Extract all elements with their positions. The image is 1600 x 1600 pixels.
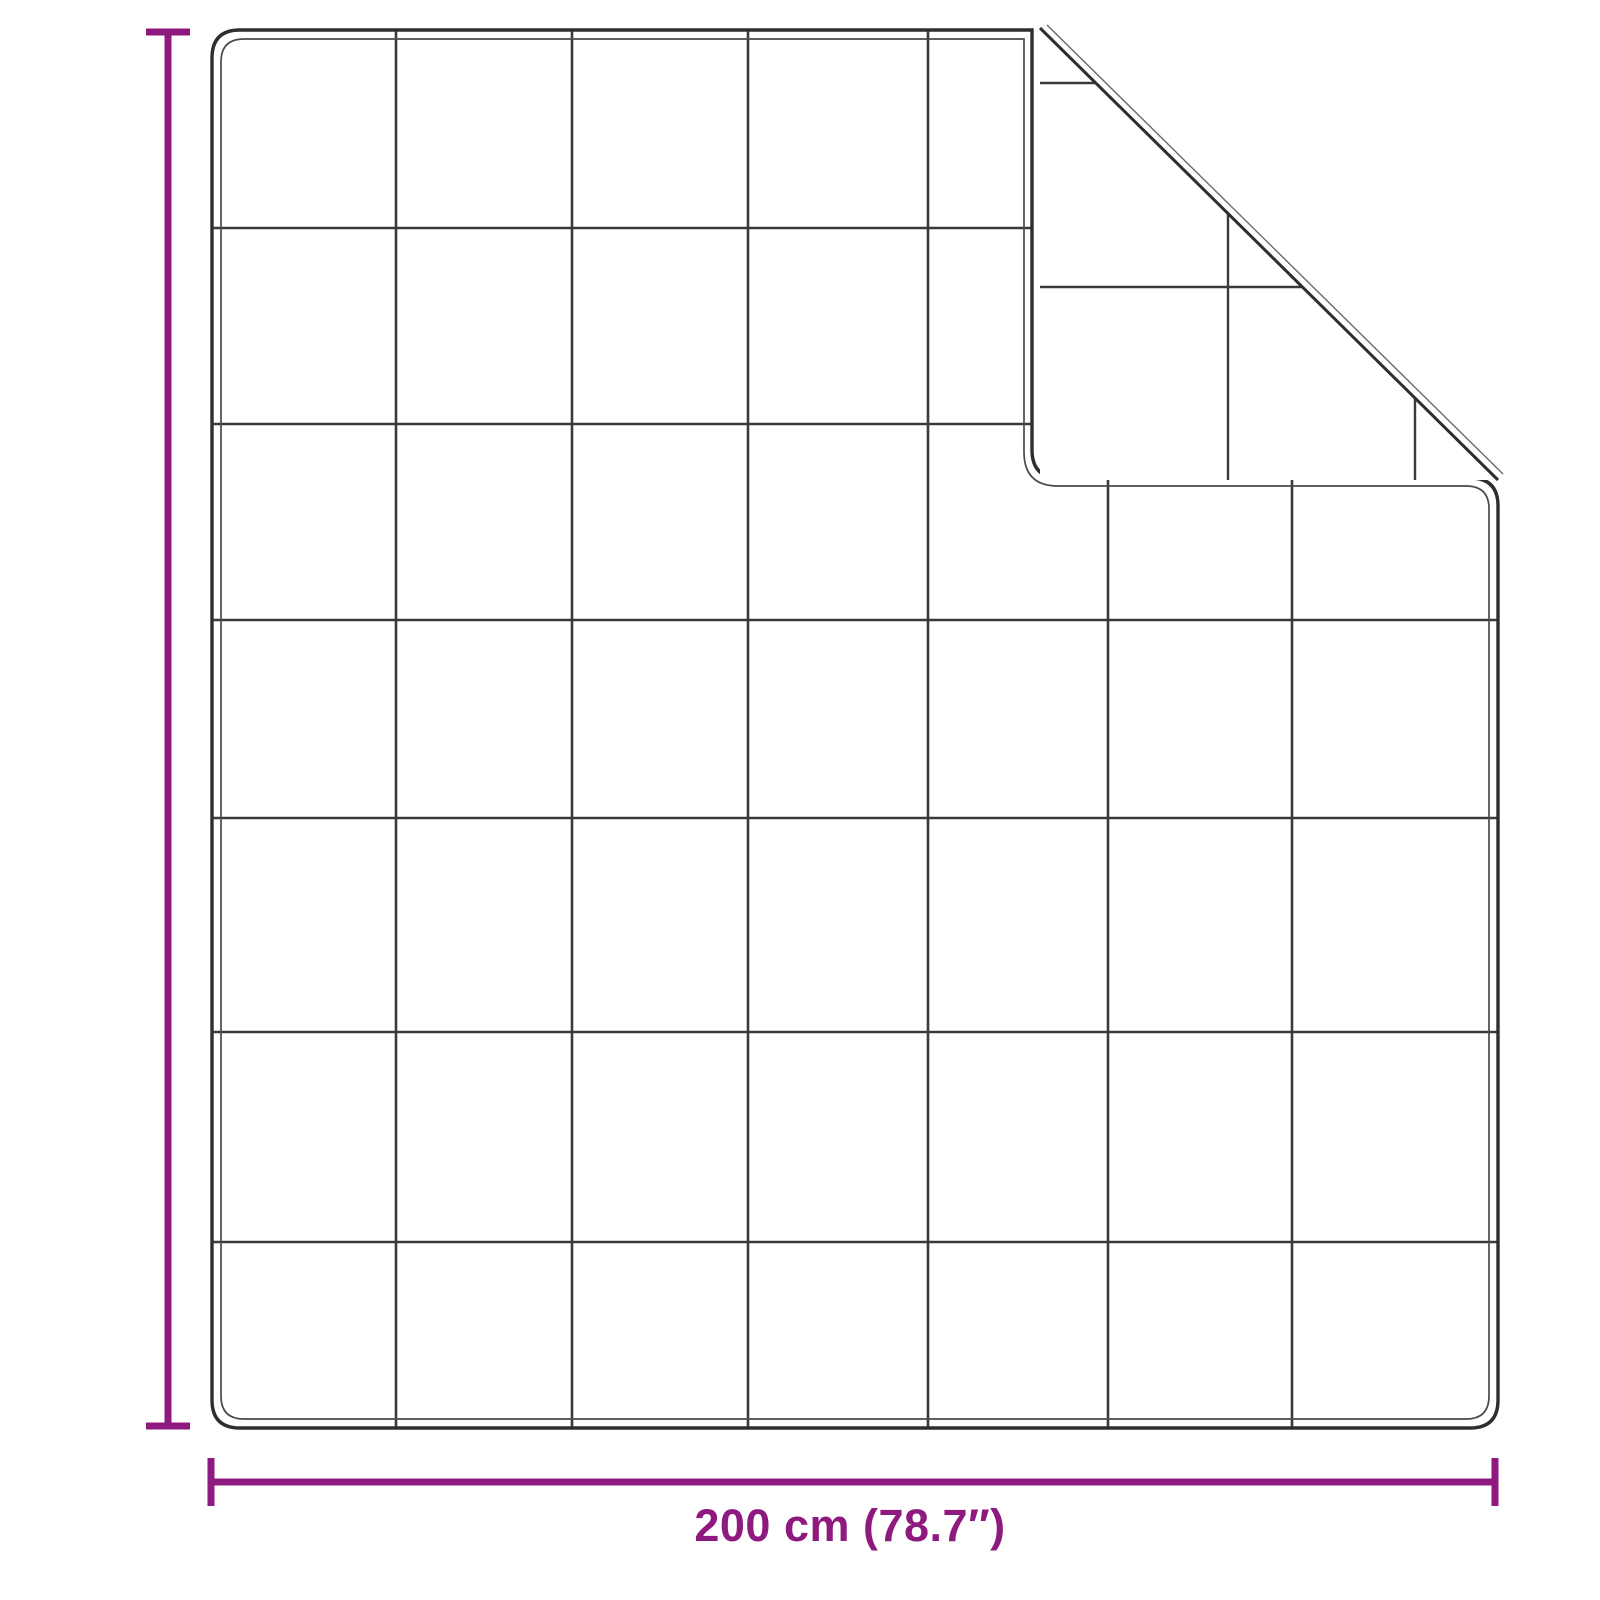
blanket-outline [210, 28, 1500, 1430]
quilt-grid-main [212, 30, 1498, 1428]
blanket-outline-inner-stitch [220, 38, 1490, 1420]
folded-corner [1038, 24, 1504, 482]
height-dimension-line [146, 28, 190, 1430]
width-dimension-label: 200 cm (78.7″) [694, 1500, 1006, 1551]
blanket-body [212, 30, 1498, 1428]
fold-diagonal-edge [1038, 26, 1500, 482]
width-dimension-line [207, 1458, 1499, 1506]
fold-diagonal-stitch [1046, 24, 1504, 475]
blanket-body-fill [212, 30, 1498, 1428]
blanket-outline-outer [210, 28, 1500, 1430]
